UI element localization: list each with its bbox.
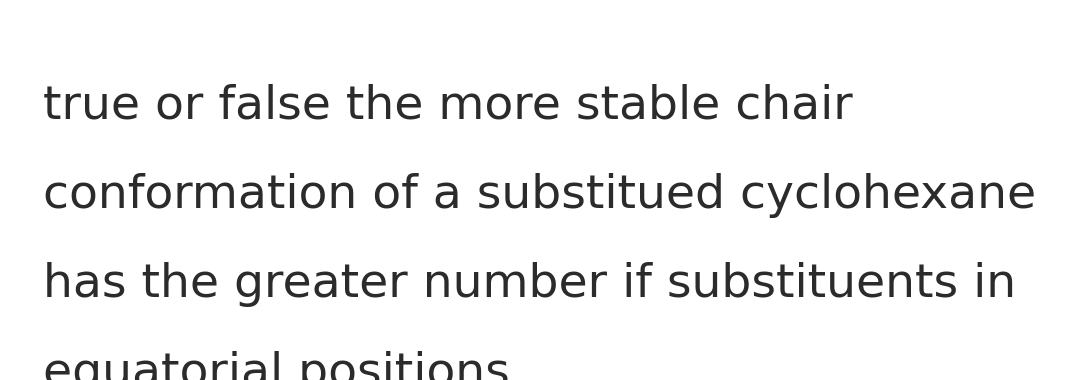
Text: conformation of a substitued cyclohexane: conformation of a substitued cyclohexane bbox=[43, 173, 1036, 218]
Text: has the greater number if substituents in: has the greater number if substituents i… bbox=[43, 262, 1016, 307]
Text: equatorial positions: equatorial positions bbox=[43, 352, 510, 380]
Text: true or false the more stable chair: true or false the more stable chair bbox=[43, 84, 853, 128]
